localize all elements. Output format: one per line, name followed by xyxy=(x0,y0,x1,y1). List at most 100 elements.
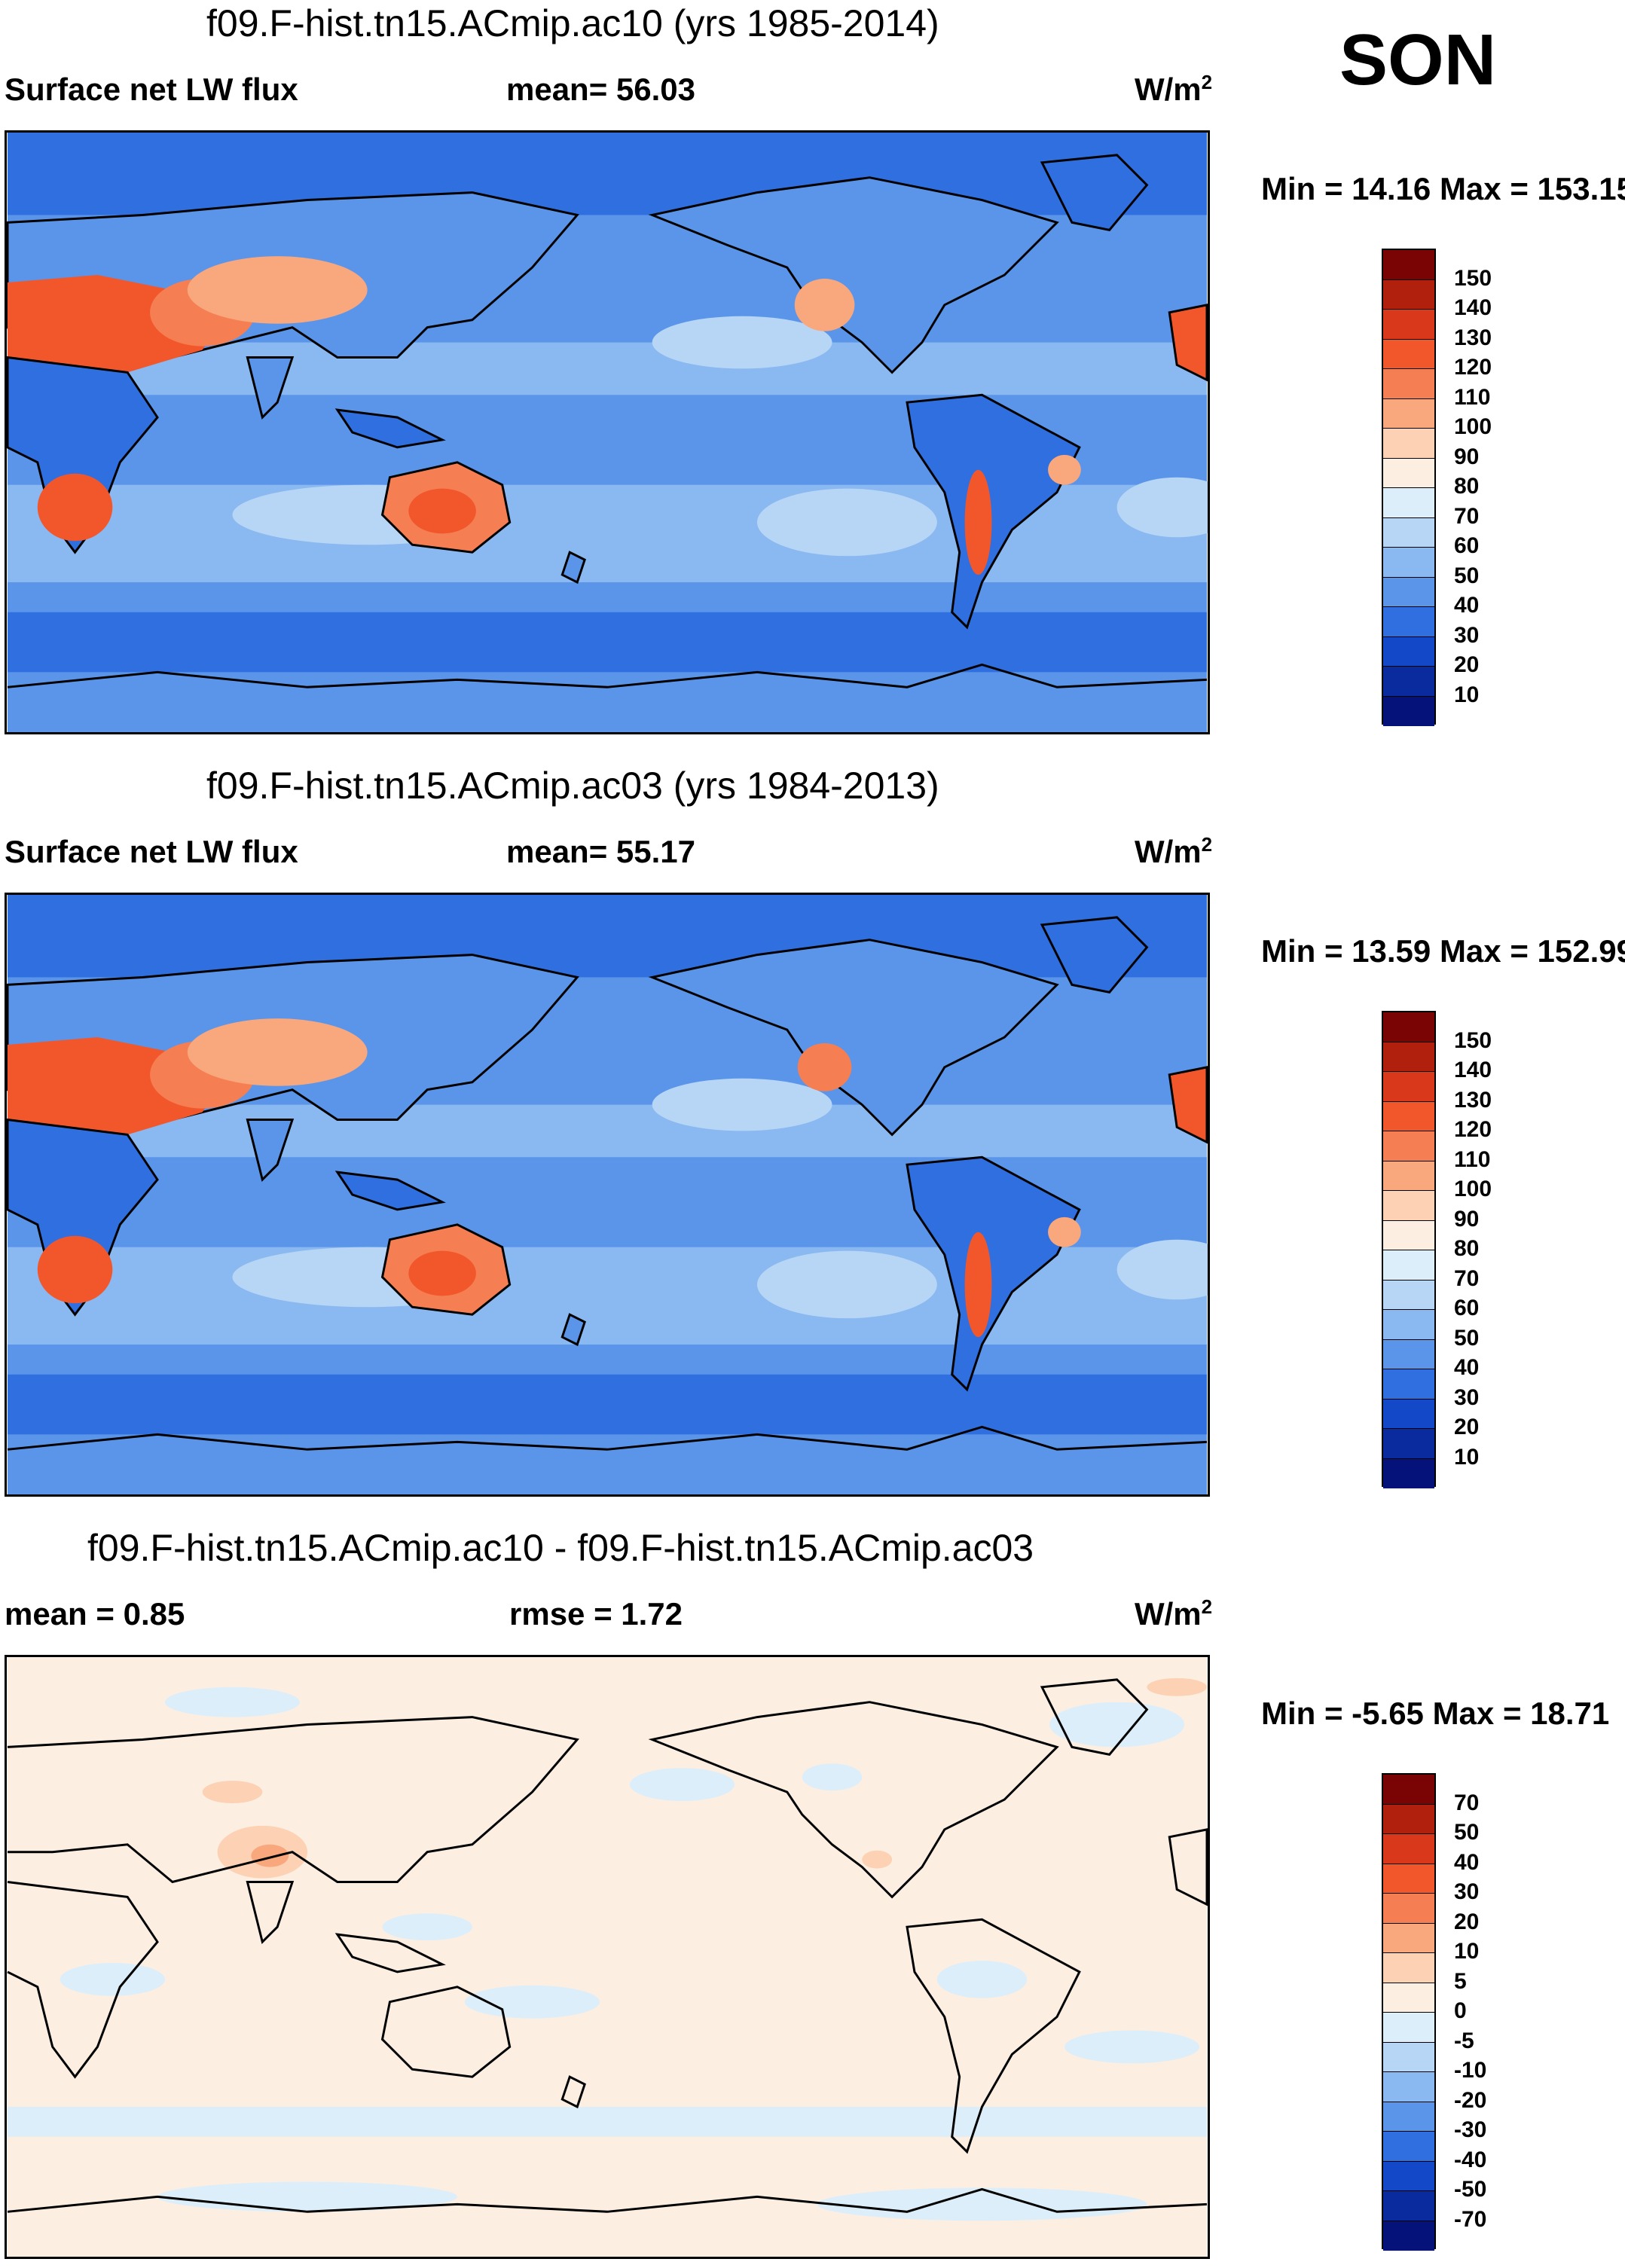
colorbar-segment xyxy=(1383,429,1434,459)
panel-1-units: W/m2 xyxy=(1135,71,1213,107)
negative-patch xyxy=(382,1913,472,1941)
subtropical-band-north xyxy=(8,1104,1207,1158)
arctic-band xyxy=(8,895,1207,978)
ocean-pale-patch xyxy=(1116,1239,1208,1300)
negative-patch xyxy=(802,1763,863,1791)
panel-3-units: W/m2 xyxy=(1135,1595,1213,1632)
panel-3-minmax: Min = -5.65 Max = 18.71 xyxy=(1261,1696,1610,1731)
colorbar-tick-label: 40 xyxy=(1454,1355,1480,1380)
south-america-landmass xyxy=(906,1155,1081,1392)
colorbar-segment xyxy=(1383,696,1434,726)
colorbar-tick-label: 110 xyxy=(1454,1146,1491,1172)
colorbar-tick-label: 100 xyxy=(1454,414,1492,439)
arctic-band xyxy=(8,133,1207,215)
colorbar-tick-label: 20 xyxy=(1454,1909,1480,1934)
central-asia-desert xyxy=(187,256,368,324)
maritime-continent xyxy=(334,1171,446,1211)
panel-3-map xyxy=(5,1655,1210,2259)
colorbar-tick-label: 20 xyxy=(1454,652,1480,677)
colorbar-segment xyxy=(1383,1131,1434,1161)
colorbar-segment xyxy=(1383,398,1434,429)
colorbar-tick-label: 5 xyxy=(1454,1968,1467,1994)
west-africa-wrap xyxy=(1168,304,1208,382)
colorbar-segment xyxy=(1383,1310,1434,1340)
australia-hot-core xyxy=(408,1250,476,1296)
colorbar-segment xyxy=(1383,1042,1434,1072)
colorbar-tick-label: 70 xyxy=(1454,1265,1480,1291)
colorbar-segment xyxy=(1383,279,1434,310)
andes-hot-strip xyxy=(964,469,992,575)
colorbar-tick-label: 40 xyxy=(1454,1849,1480,1875)
colorbar-segment xyxy=(1383,250,1434,280)
colorbar-tick-label: -20 xyxy=(1454,2087,1487,2113)
panel-1-map-svg xyxy=(7,133,1208,732)
andes-hot-strip xyxy=(964,1232,992,1338)
colorbar-tick-label: 90 xyxy=(1454,444,1480,469)
colorbar-segment xyxy=(1383,1220,1434,1250)
new-zealand-coast xyxy=(561,2075,586,2109)
panel-1-colorbar xyxy=(1382,249,1436,726)
colorbar-tick-label: 30 xyxy=(1454,1879,1480,1904)
colorbar-segment xyxy=(1383,1250,1434,1281)
north-america-desert xyxy=(797,1043,852,1091)
colorbar-tick-label: -70 xyxy=(1454,2206,1487,2232)
west-africa-wrap-coast xyxy=(1168,1828,1208,1906)
colorbar-segment xyxy=(1383,1953,1434,1983)
colorbar-tick-label: 10 xyxy=(1454,1444,1480,1470)
colorbar-segment xyxy=(1383,339,1434,369)
colorbar-segment xyxy=(1383,667,1434,697)
colorbar-segment xyxy=(1383,1339,1434,1369)
southern-africa-desert xyxy=(37,1235,113,1304)
colorbar-tick-label: 130 xyxy=(1454,325,1492,350)
colorbar-tick-label: 30 xyxy=(1454,622,1480,648)
colorbar-tick-label: 80 xyxy=(1454,474,1480,499)
colorbar-tick-label: 60 xyxy=(1454,533,1480,558)
ocean-pale-patch xyxy=(652,1078,832,1131)
positive-patch xyxy=(1147,1677,1207,1696)
colorbar-tick-label: 110 xyxy=(1454,384,1491,410)
season-label: SON xyxy=(1339,20,1497,100)
colorbar-segment xyxy=(1383,458,1434,488)
positive-patch xyxy=(202,1781,263,1804)
west-africa-wrap xyxy=(1168,1066,1208,1144)
colorbar-segment xyxy=(1383,2191,1434,2221)
colorbar-segment xyxy=(1383,2072,1434,2102)
colorbar-tick-label: 50 xyxy=(1454,563,1480,588)
panel-2-colorbar xyxy=(1382,1011,1436,1488)
north-america-landmass xyxy=(648,176,1059,374)
colorbar-segment xyxy=(1383,1429,1434,1459)
antarctic-band xyxy=(8,672,1207,732)
negative-patch xyxy=(629,1768,735,1802)
southern-africa-desert xyxy=(37,473,113,542)
panel-1-map xyxy=(5,130,1210,734)
colorbar-tick-label: -10 xyxy=(1454,2058,1487,2083)
colorbar-tick-label: 140 xyxy=(1454,1058,1492,1082)
colorbar-segment xyxy=(1383,1923,1434,1953)
india-peninsula xyxy=(246,1119,295,1183)
colorbar-segment xyxy=(1383,488,1434,518)
colorbar-tick-label: 70 xyxy=(1454,1790,1480,1815)
colorbar-tick-label: -5 xyxy=(1454,2028,1474,2053)
colorbar-tick-label: 0 xyxy=(1454,1998,1467,2023)
colorbar-segment xyxy=(1383,1399,1434,1429)
negative-patch xyxy=(164,1687,301,1717)
colorbar-segment xyxy=(1383,369,1434,399)
panel-3-mean-label: mean = 0.85 xyxy=(5,1596,185,1632)
panel-2-mean-label: mean= 55.17 xyxy=(506,834,696,869)
colorbar-segment xyxy=(1383,310,1434,340)
colorbar-segment xyxy=(1383,1191,1434,1221)
colorbar-segment xyxy=(1383,1161,1434,1191)
positive-patch xyxy=(862,1850,893,1869)
southern-ocean-band xyxy=(8,612,1207,673)
south-america-coast xyxy=(906,1918,1081,2154)
positive-patch-tibet-core xyxy=(251,1844,289,1867)
colorbar-tick-label: 130 xyxy=(1454,1087,1492,1113)
colorbar-segment xyxy=(1383,1072,1434,1102)
colorbar-tick-label: 150 xyxy=(1454,1027,1492,1053)
colorbar-tick-label: 30 xyxy=(1454,1384,1480,1410)
central-asia-desert xyxy=(187,1018,368,1086)
panel-2-variable-label: Surface net LW flux xyxy=(5,834,298,869)
colorbar-segment xyxy=(1383,577,1434,607)
panel-2-units: W/m2 xyxy=(1135,833,1213,869)
north-america-landmass xyxy=(648,939,1059,1137)
